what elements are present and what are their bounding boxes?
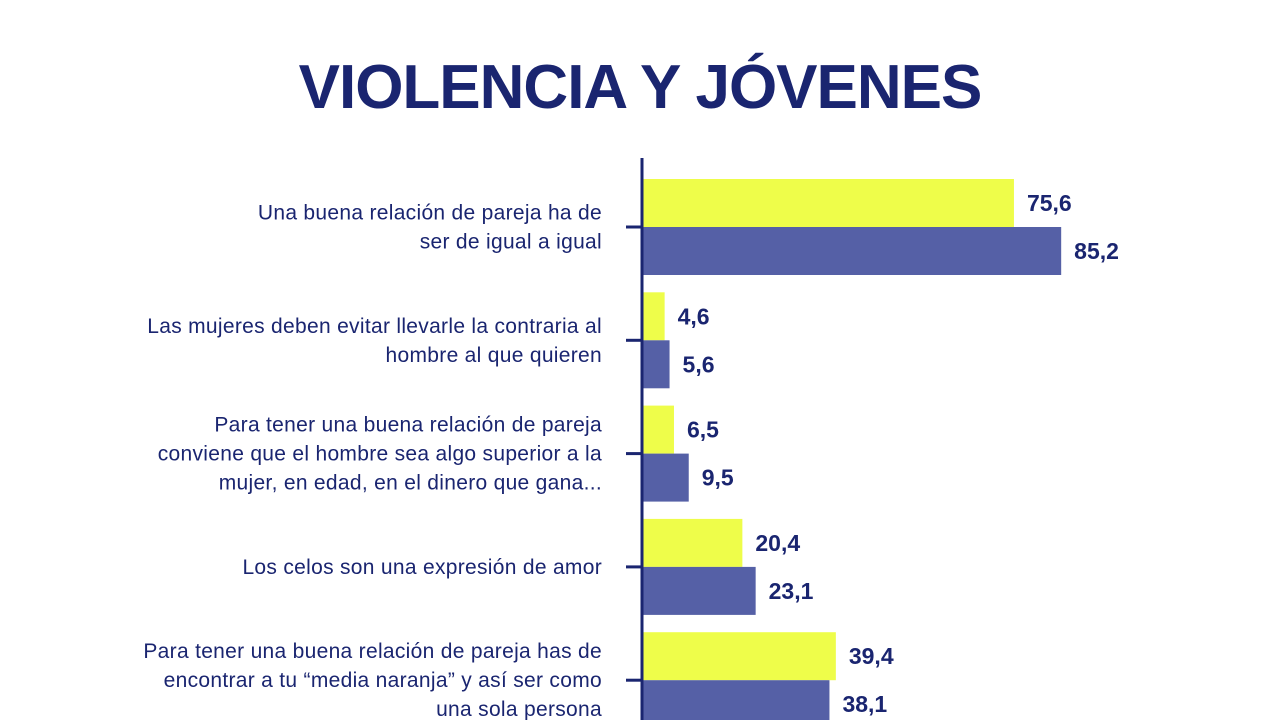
bar-series-2	[642, 680, 830, 720]
chart-title: VIOLENCIA Y JÓVENES	[298, 53, 983, 122]
data-label: 38,1	[842, 691, 887, 717]
bar-series-1	[642, 632, 836, 681]
bar-series-1	[642, 405, 674, 454]
category-label: conviene que el hombre sea algo superior…	[158, 443, 602, 466]
category-label: Para tener una buena relación de pareja …	[143, 640, 602, 663]
category-label: Una buena relación de pareja ha de	[258, 202, 602, 225]
data-label: 6,5	[687, 417, 719, 443]
category-label: mujer, en edad, en el dinero que gana...	[219, 472, 602, 495]
data-label: 75,6	[1027, 190, 1072, 216]
bar-series-1	[642, 292, 665, 341]
data-label: 5,6	[683, 351, 715, 377]
data-label: 23,1	[769, 578, 814, 604]
category-label: ser de igual a igual	[420, 231, 602, 254]
bar-series-2	[642, 340, 670, 389]
bar-series-1	[642, 518, 743, 567]
data-label: 9,5	[702, 465, 734, 491]
data-label: 85,2	[1074, 238, 1119, 264]
bar-series-2	[642, 453, 689, 502]
data-label: 4,6	[678, 303, 710, 329]
bar-series-1	[642, 179, 1014, 227]
bar-series-2	[642, 566, 756, 615]
category-label: una sola persona	[436, 698, 602, 720]
category-label: Los celos son una expresión de amor	[242, 556, 602, 579]
category-label: Las mujeres deben evitar llevarle la con…	[147, 315, 602, 338]
bar-series-2	[642, 227, 1062, 275]
data-label: 20,4	[755, 530, 800, 556]
category-label: hombre al que quieren	[386, 344, 602, 367]
category-label: encontrar a tu “media naranja” y así ser…	[164, 669, 602, 692]
category-label: Para tener una buena relación de pareja	[214, 414, 602, 437]
data-label: 39,4	[849, 643, 894, 669]
